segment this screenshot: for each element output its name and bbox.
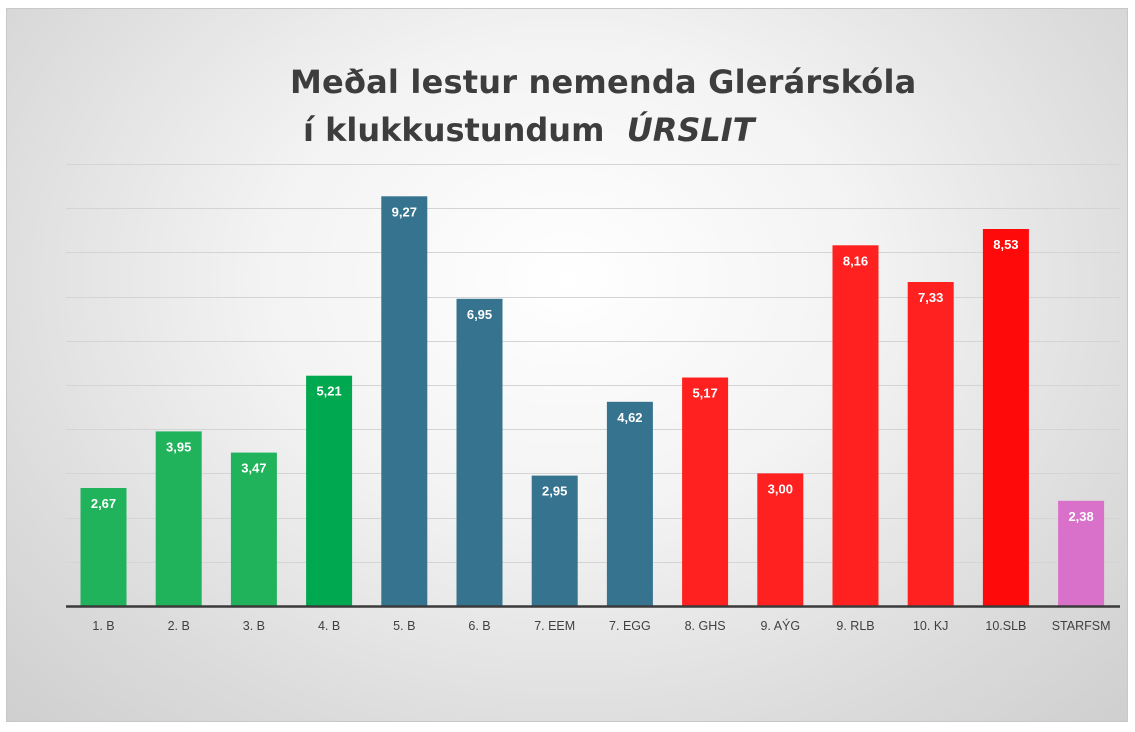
labels: 2,67 1. B 3,95 2. B 3,47 3. B 5,21 4. B 9,27 5. B… — [91, 204, 1111, 633]
x-tick-label: STARFSM — [1052, 619, 1111, 633]
x-tick-label: 2. B — [168, 619, 190, 633]
bar-value-label: 4,62 — [617, 410, 642, 425]
bar-value-label: 9,27 — [392, 204, 417, 219]
x-tick-label: 6. B — [468, 619, 490, 633]
bar — [982, 229, 1029, 606]
x-tick-label: 8. GHS — [685, 619, 726, 633]
x-tick-label: 9. AÝG — [760, 618, 800, 633]
x-tick-label: 7. EGG — [609, 619, 651, 633]
bar-value-label: 8,53 — [993, 237, 1018, 252]
gridlines — [66, 164, 1120, 563]
x-tick-label: 1. B — [92, 619, 114, 633]
x-tick-label: 10. KJ — [913, 619, 948, 633]
bar — [682, 377, 729, 606]
bar-value-label: 7,33 — [918, 290, 943, 305]
bar-value-label: 5,21 — [316, 384, 341, 399]
x-tick-label: 9. RLB — [836, 619, 874, 633]
bar-value-label: 6,95 — [467, 307, 492, 322]
bar — [757, 473, 804, 606]
bar — [306, 375, 353, 606]
bar-value-label: 2,38 — [1068, 509, 1093, 524]
bar-value-label: 2,67 — [91, 496, 116, 511]
bar — [606, 401, 653, 606]
chart-title-line-1: Meðal lestur nemenda Glerárskóla — [290, 63, 917, 101]
bar — [80, 488, 127, 606]
chart-title-emphasis: ÚRSLIT — [626, 111, 755, 149]
bar-value-label: 8,16 — [843, 253, 868, 268]
bar — [531, 475, 578, 606]
x-tick-label: 5. B — [393, 619, 415, 633]
bar — [155, 431, 202, 606]
bar-value-label: 3,95 — [166, 439, 191, 454]
x-tick-label: 7. EEM — [534, 619, 575, 633]
bar — [381, 196, 428, 607]
bar-value-label: 3,00 — [768, 481, 793, 496]
chart-title-prefix: í klukkustundum — [303, 111, 627, 149]
bar — [230, 452, 277, 606]
chart-title-line-2: í klukkustundum ÚRSLIT — [303, 111, 755, 149]
bars — [80, 196, 1105, 607]
bar — [1058, 500, 1105, 606]
x-tick-label: 10.SLB — [985, 619, 1026, 633]
bar-value-label: 2,95 — [542, 484, 567, 499]
x-tick-label: 3. B — [243, 619, 265, 633]
bar — [832, 245, 879, 607]
bar — [456, 298, 503, 606]
bar — [907, 282, 954, 606]
x-tick-label: 4. B — [318, 619, 340, 633]
bar-value-label: 5,17 — [692, 386, 717, 401]
bar-value-label: 3,47 — [241, 461, 266, 476]
